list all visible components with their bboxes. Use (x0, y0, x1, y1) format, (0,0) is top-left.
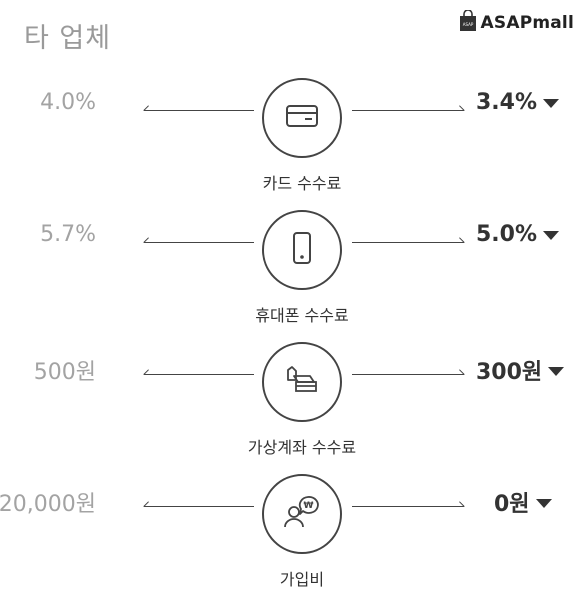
new-value: 0원 (494, 486, 552, 518)
arrow-line-right (352, 374, 464, 375)
membership-fee-icon: ₩ (283, 495, 321, 533)
icon-circle (262, 210, 342, 290)
arrow-line-right (352, 110, 464, 111)
fee-label: 휴대폰 수수료 (255, 306, 349, 325)
arrow-line-left (144, 242, 254, 243)
brand-name: ASAPmall (480, 13, 574, 33)
arrow-line-left (144, 110, 254, 111)
arrow-line-right (352, 506, 464, 507)
fee-row-card: 4.0% 3.4% 카드 수수료 (0, 78, 584, 208)
fee-label: 가상계좌 수수료 (247, 438, 357, 457)
old-value: 4.0% (40, 90, 96, 115)
icon-circle (262, 342, 342, 422)
fee-row-virtual-account: 500원 300원 가상계좌 수수료 (0, 342, 584, 472)
fee-label: 가입비 (279, 570, 325, 589)
icon-circle (262, 78, 342, 158)
svg-text:₩: ₩ (304, 501, 314, 511)
new-value: 5.0% (476, 222, 560, 247)
old-value: 5.7% (40, 222, 96, 247)
arrow-line-left (144, 506, 254, 507)
shopping-bag-icon: ASAP (459, 9, 477, 36)
virtual-account-icon (284, 364, 320, 400)
arrow-line-left (144, 374, 254, 375)
new-value-text: 0원 (494, 492, 530, 517)
decrease-triangle-icon (548, 366, 565, 376)
arrow-line-right (352, 242, 464, 243)
new-value: 300원 (476, 354, 565, 386)
old-value: 120,000원 (0, 492, 96, 517)
decrease-triangle-icon (543, 99, 560, 108)
new-value-text: 3.4% (476, 90, 538, 115)
icon-circle: ₩ (262, 474, 342, 554)
fee-row-mobile: 5.7% 5.0% 휴대폰 수수료 (0, 210, 584, 340)
old-value: 500원 (33, 360, 96, 385)
brand-logo: ASAP ASAPmall (459, 9, 574, 36)
mobile-phone-icon (290, 231, 314, 269)
fee-row-signup: 120,000원 ₩ 0원 가입비 (0, 474, 584, 604)
decrease-triangle-icon (535, 498, 552, 508)
svg-text:ASAP: ASAP (462, 22, 473, 27)
new-value-text: 5.0% (476, 222, 538, 247)
decrease-triangle-icon (543, 231, 560, 240)
header-title: 타 업체 (24, 23, 112, 54)
new-value: 3.4% (476, 90, 560, 115)
new-value-text: 300원 (476, 360, 543, 385)
credit-card-icon (285, 103, 319, 133)
fee-label: 카드 수수료 (262, 174, 342, 193)
